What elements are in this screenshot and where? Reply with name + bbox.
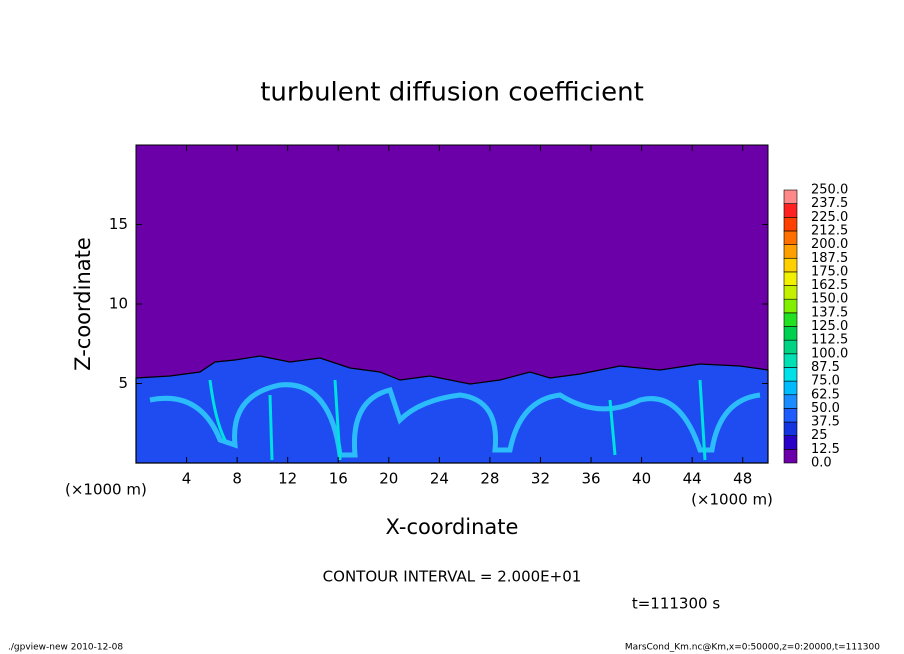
colorbar-bin: [783, 394, 798, 409]
colorbar-label: 0.0: [811, 456, 832, 471]
colorbar-bin: [783, 408, 798, 423]
footer-right: MarsCond_Km.nc@Km,x=0:50000,z=0:20000,t=…: [625, 643, 880, 653]
colorbar-bin: [783, 339, 798, 355]
colorbar-label: 25: [811, 428, 828, 443]
colorbar-label: 150.0: [811, 292, 848, 307]
x-tick-label: 24: [430, 470, 449, 488]
colorbar-label: 162.5: [811, 278, 848, 293]
x-tick-label: 28: [480, 470, 499, 488]
x-axis-title: X-coordinate: [386, 515, 519, 539]
colorbar-label: 137.5: [811, 305, 848, 320]
field: [135, 144, 769, 464]
colorbar-bin: [783, 298, 798, 314]
colorbar-bin: [783, 421, 798, 436]
y-tick-label: 5: [118, 374, 128, 392]
colorbar-label: 175.0: [811, 264, 848, 279]
colorbar-bin: [783, 203, 798, 218]
colorbar-bin: [783, 449, 798, 464]
colorbar-label: 250.0: [811, 183, 848, 198]
field-streak: [208, 379, 707, 461]
colorbar-label: 125.0: [811, 319, 848, 334]
colorbar-bin: [783, 435, 798, 450]
x-tick-label: 32: [531, 470, 550, 488]
time-label: t=111300 s: [632, 595, 720, 613]
colorbar-label: 100.0: [811, 346, 848, 361]
colorbar-label: 50.0: [811, 401, 840, 416]
footer-left: ./gpview-new 2010-12-08: [8, 643, 123, 653]
colorbar-label: 62.5: [811, 387, 840, 402]
colorbar-bin: [783, 189, 798, 204]
x-tick-label: 16: [329, 470, 348, 488]
colorbar-label: 237.5: [811, 196, 848, 211]
chart-title: turbulent diffusion coefficient: [260, 78, 644, 108]
y-tick-label: 10: [109, 295, 128, 313]
colorbar-label: 12.5: [811, 442, 840, 457]
x-unit: (×1000 m): [65, 481, 147, 499]
colorbar-label: 212.5: [811, 223, 848, 238]
x-tick-label: 40: [632, 470, 651, 488]
colorbar-label: 87.5: [811, 360, 840, 375]
colorbar-bin: [783, 244, 798, 259]
colorbar-label: 37.5: [811, 415, 840, 430]
colorbar-label: 225.0: [811, 210, 848, 225]
colorbar-bin: [783, 217, 798, 232]
contour-interval: CONTOUR INTERVAL = 2.000E+01: [323, 568, 582, 586]
x-tick-label: 4: [182, 470, 192, 488]
x-tick-label: 48: [733, 470, 752, 488]
colorbar-bin: [783, 285, 798, 300]
colorbar-bin: [783, 312, 798, 327]
colorbar-bin: [783, 230, 798, 245]
colorbar-bin: [783, 367, 798, 382]
colorbar-bin: [783, 271, 798, 286]
colorbar-label: 187.5: [811, 251, 848, 266]
x-tick-label: 20: [379, 470, 398, 488]
x-tick-label: 12: [278, 470, 297, 488]
colorbar-label: 112.5: [811, 333, 848, 348]
y-tick-label: 15: [109, 215, 128, 233]
field-streak: [149, 382, 761, 458]
colorbar-bin: [783, 326, 798, 341]
y-axis-title: Z-coordinate: [71, 237, 95, 371]
colorbar-label: 75.0: [811, 374, 840, 389]
x-tick-label: 8: [232, 470, 242, 488]
colorbar-label: 200.0: [811, 237, 848, 252]
colorbar-bin: [783, 257, 798, 273]
x-tick-label: 44: [683, 470, 702, 488]
x-tick-label: 36: [581, 470, 600, 488]
colorbar-bin: [783, 353, 798, 368]
x-unit-right: (×1000 m): [691, 491, 773, 509]
colorbar-bin: [783, 380, 798, 396]
